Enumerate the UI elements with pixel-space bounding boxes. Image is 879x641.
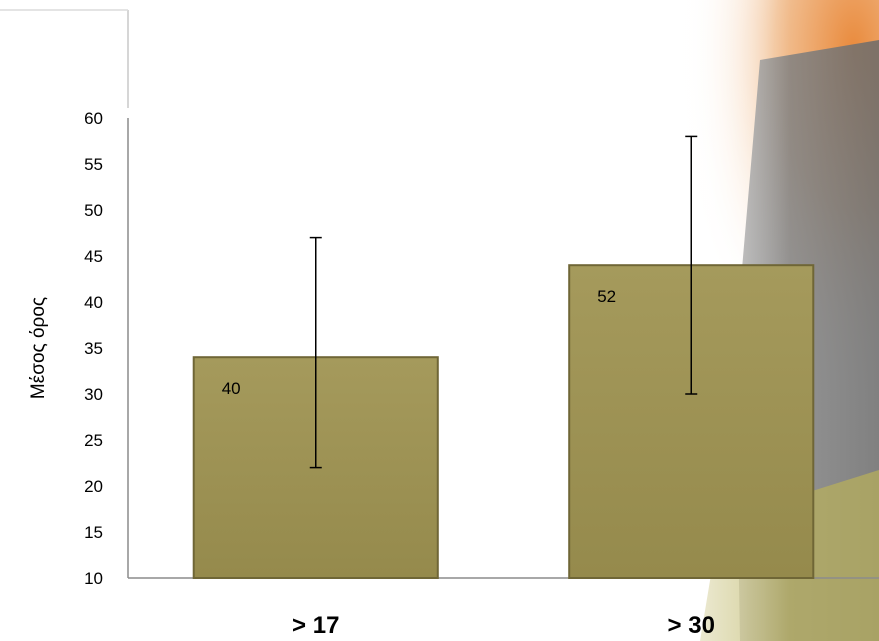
y-tick-label: 55 bbox=[84, 155, 103, 174]
error-bars bbox=[309, 135, 698, 469]
y-axis-title: Μέσος όρος bbox=[28, 297, 49, 399]
category-labels: > 17 > 30 bbox=[292, 612, 715, 639]
error-bar bbox=[309, 236, 322, 469]
y-tick-label: 35 bbox=[84, 339, 103, 358]
y-tick-label: 50 bbox=[84, 201, 103, 220]
data-label: 40 bbox=[222, 379, 241, 398]
y-tick-label: 30 bbox=[84, 385, 103, 404]
y-tick-label: 25 bbox=[84, 431, 103, 450]
error-bar bbox=[685, 135, 698, 395]
y-tick-label: 15 bbox=[84, 523, 103, 542]
category-label: > 30 bbox=[668, 612, 715, 639]
data-label: 52 bbox=[597, 287, 616, 306]
data-labels: 40 52 bbox=[222, 287, 616, 398]
y-tick-label: 45 bbox=[84, 247, 103, 266]
category-label: > 17 bbox=[292, 612, 339, 639]
y-tick-label: 40 bbox=[84, 293, 103, 312]
y-tick-label: 20 bbox=[84, 477, 103, 496]
y-tick-labels: 10 15 20 25 30 35 40 45 50 55 60 bbox=[84, 109, 103, 588]
bars bbox=[192, 264, 815, 580]
y-tick-label: 10 bbox=[84, 569, 103, 588]
y-tick-label: 60 bbox=[84, 109, 103, 128]
